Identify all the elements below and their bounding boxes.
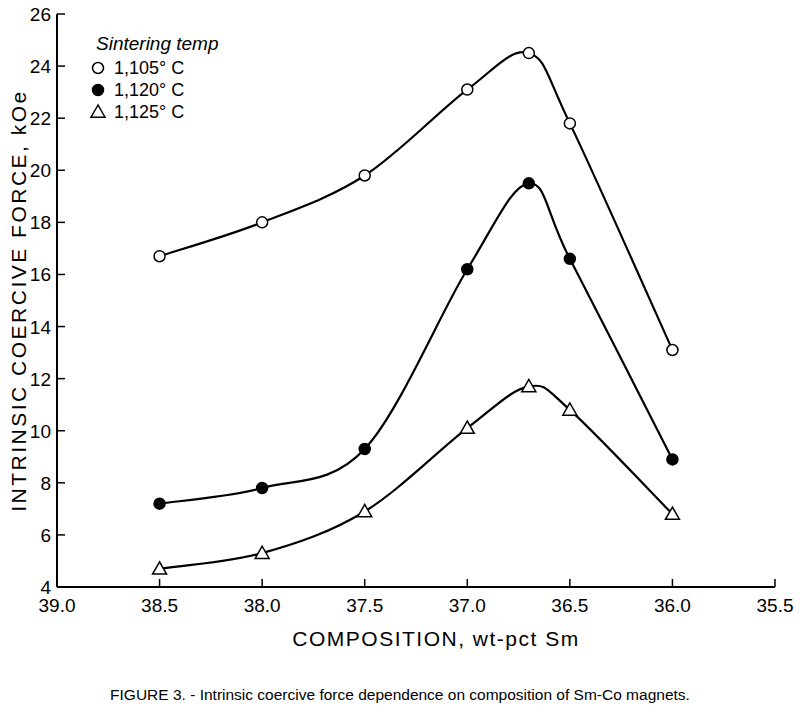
plot-area xyxy=(153,48,680,574)
series-line xyxy=(160,183,673,503)
x-axis xyxy=(57,586,775,588)
y-tick xyxy=(57,274,65,276)
data-point xyxy=(564,118,575,129)
x-tick xyxy=(467,579,469,587)
data-point xyxy=(462,264,473,275)
y-tick-label: 18 xyxy=(30,212,51,233)
x-tick-label: 36.0 xyxy=(654,595,691,616)
y-tick xyxy=(57,222,65,224)
x-axis-title: COMPOSITION, wt-pct Sm xyxy=(292,627,579,650)
legend-marker xyxy=(91,105,105,117)
y-tick-label: 24 xyxy=(30,56,52,77)
data-point xyxy=(523,48,534,59)
data-point xyxy=(522,379,536,391)
caption: FIGURE 3. - Intrinsic coercive force dep… xyxy=(110,686,690,703)
data-point xyxy=(154,498,165,509)
y-tick-label: 22 xyxy=(30,108,51,129)
x-tick-label: 38.0 xyxy=(244,595,281,616)
legend-label: 1,120° C xyxy=(114,80,184,100)
series-line xyxy=(160,386,673,569)
y-tick xyxy=(57,534,65,536)
data-point xyxy=(257,217,268,228)
data-point xyxy=(358,504,372,516)
legend-label: 1,125° C xyxy=(114,102,184,122)
y-tick xyxy=(57,482,65,484)
data-point xyxy=(153,562,167,574)
data-point xyxy=(665,507,679,519)
y-tick xyxy=(57,117,65,119)
x-tick xyxy=(774,579,776,587)
data-point xyxy=(460,421,474,433)
data-point xyxy=(563,403,577,415)
data-point xyxy=(462,84,473,95)
y-tick-label: 6 xyxy=(40,525,51,546)
y-tick-label: 12 xyxy=(30,369,51,390)
legend-marker xyxy=(93,63,104,74)
x-tick-label: 36.5 xyxy=(551,595,588,616)
chart: 46810121416182022242639.038.538.037.537.… xyxy=(0,0,800,717)
y-axis xyxy=(56,14,58,587)
data-point xyxy=(359,170,370,181)
data-point xyxy=(255,546,269,558)
legend-label: 1,105° C xyxy=(114,58,184,78)
y-tick-label: 20 xyxy=(30,160,51,181)
y-tick xyxy=(57,13,65,15)
x-tick-label: 38.5 xyxy=(141,595,178,616)
data-point xyxy=(154,251,165,262)
data-point xyxy=(523,178,534,189)
y-axis-title: INTRINSIC COERCIVE FORCE, kOe xyxy=(7,89,30,512)
data-point xyxy=(257,483,268,494)
data-point xyxy=(667,454,678,465)
data-point xyxy=(564,253,575,264)
legend-marker xyxy=(93,85,104,96)
y-tick xyxy=(57,65,65,67)
y-tick-label: 16 xyxy=(30,264,51,285)
y-tick xyxy=(57,586,65,588)
legend-title: Sintering temp xyxy=(96,33,219,54)
legend: Sintering temp 1,105° C1,120° C1,125° C xyxy=(91,33,219,122)
x-tick-label: 39.0 xyxy=(39,595,76,616)
data-point xyxy=(359,443,370,454)
x-tick-label: 35.5 xyxy=(757,595,794,616)
x-tick xyxy=(364,579,366,587)
series-line xyxy=(160,52,673,350)
y-tick xyxy=(57,326,65,328)
x-tick xyxy=(261,579,263,587)
x-tick xyxy=(672,579,674,587)
x-tick xyxy=(569,579,571,587)
y-tick-label: 8 xyxy=(40,473,51,494)
x-tick-label: 37.5 xyxy=(346,595,383,616)
y-tick-label: 10 xyxy=(30,421,51,442)
y-tick xyxy=(57,430,65,432)
y-tick xyxy=(57,378,65,380)
y-tick-label: 14 xyxy=(30,317,52,338)
x-tick xyxy=(159,579,161,587)
x-tick xyxy=(56,579,58,587)
x-tick-label: 37.0 xyxy=(449,595,486,616)
data-point xyxy=(667,344,678,355)
y-tick-label: 26 xyxy=(30,4,51,25)
y-tick xyxy=(57,170,65,172)
